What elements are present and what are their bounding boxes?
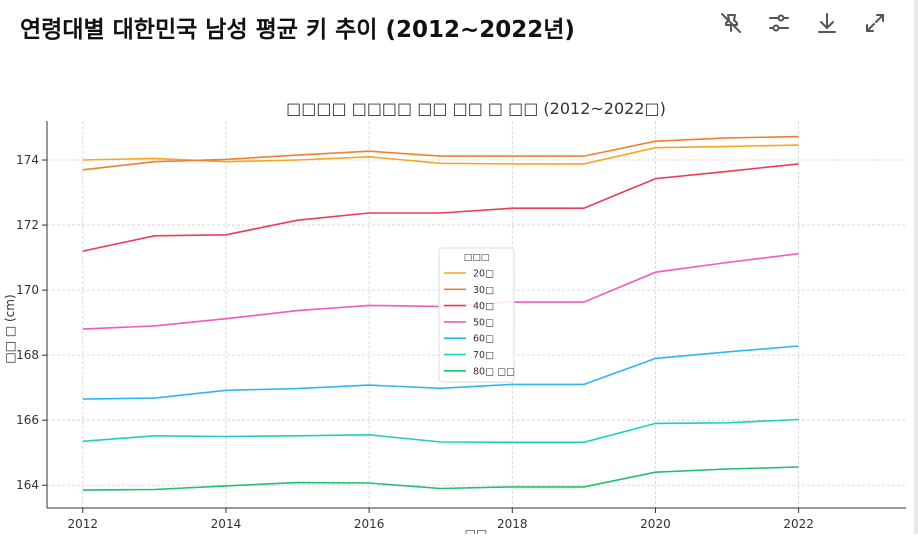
series-line bbox=[82, 163, 799, 252]
legend: □□□ 20□ 30□ 40□ 50□ 60□ 70□ 80□ □□ bbox=[438, 247, 515, 383]
chart-title: □□□□ □□□□ □□ □□ □ □□ (2012~2022□) bbox=[286, 99, 666, 118]
series-line bbox=[82, 135, 799, 171]
x-tick-label: 2018 bbox=[497, 517, 528, 531]
series-line bbox=[82, 466, 799, 491]
download-button[interactable] bbox=[814, 10, 840, 36]
legend-label: 40□ bbox=[473, 301, 494, 312]
legend-label: 60□ bbox=[473, 334, 494, 345]
y-tick-label: 170 bbox=[16, 283, 39, 297]
axes: 2012 2014 2016 2018 2020 2022 164 166 168 170 172 1… bbox=[16, 121, 906, 531]
series-line bbox=[82, 345, 799, 400]
y-tick-label: 174 bbox=[16, 153, 39, 167]
legend-label: 30□ bbox=[473, 285, 494, 296]
x-tick-label: 2014 bbox=[211, 517, 242, 531]
x-tick-label: 2022 bbox=[783, 517, 814, 531]
series-lines bbox=[82, 135, 799, 491]
y-tick-label: 164 bbox=[16, 478, 39, 492]
x-tick-label: 2016 bbox=[354, 517, 385, 531]
toolbar bbox=[718, 10, 888, 36]
pin-off-icon bbox=[721, 13, 741, 33]
line-chart: 2012 2014 2016 2018 2020 2022 164 166 168 170 172 1… bbox=[3, 99, 906, 538]
expand-button[interactable] bbox=[862, 10, 888, 36]
chart-container: 2012 2014 2016 2018 2020 2022 164 166 168 170 172 1… bbox=[0, 90, 918, 538]
legend-label: 80□ □□ bbox=[473, 366, 515, 377]
x-tick-label: 2020 bbox=[640, 517, 671, 531]
legend-label: 50□ bbox=[473, 317, 494, 328]
y-tick-label: 168 bbox=[16, 348, 39, 362]
y-tick-label: 166 bbox=[16, 413, 39, 427]
filter-button[interactable] bbox=[766, 10, 792, 36]
y-tick-label: 172 bbox=[16, 218, 39, 232]
legend-label: 20□ bbox=[473, 269, 494, 280]
pin-off-button[interactable] bbox=[718, 10, 744, 36]
x-tick-label: 2012 bbox=[68, 517, 99, 531]
series-line bbox=[82, 418, 799, 444]
grid bbox=[47, 121, 906, 508]
legend-label: 70□ bbox=[473, 350, 494, 361]
legend-title: □□□ bbox=[464, 253, 490, 263]
download-icon bbox=[818, 13, 836, 33]
scrollbar-track[interactable] bbox=[914, 0, 918, 534]
page-title: 연령대별 대한민국 남성 평균 키 추이 (2012~2022년) bbox=[20, 17, 575, 43]
y-axis-label: □□ □ (cm) bbox=[3, 294, 17, 363]
legend-box bbox=[438, 247, 515, 383]
header: 연령대별 대한민국 남성 평균 키 추이 (2012~2022년) bbox=[0, 0, 918, 52]
sliders-icon bbox=[769, 14, 789, 32]
x-axis-label: □□ bbox=[465, 527, 488, 534]
expand-icon bbox=[866, 14, 884, 32]
